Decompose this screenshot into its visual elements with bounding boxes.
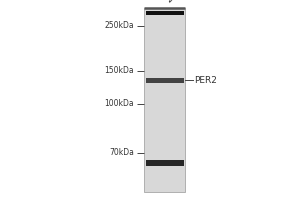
Bar: [146, 160, 184, 166]
Text: 293T: 293T: [165, 0, 186, 4]
Text: 70kDa: 70kDa: [109, 148, 134, 157]
Bar: [146, 78, 184, 83]
Text: PER2: PER2: [194, 76, 217, 85]
Bar: [144, 8, 185, 192]
Text: 250kDa: 250kDa: [104, 21, 134, 30]
Bar: [146, 11, 184, 15]
Text: 100kDa: 100kDa: [104, 99, 134, 108]
Text: 150kDa: 150kDa: [104, 66, 134, 75]
